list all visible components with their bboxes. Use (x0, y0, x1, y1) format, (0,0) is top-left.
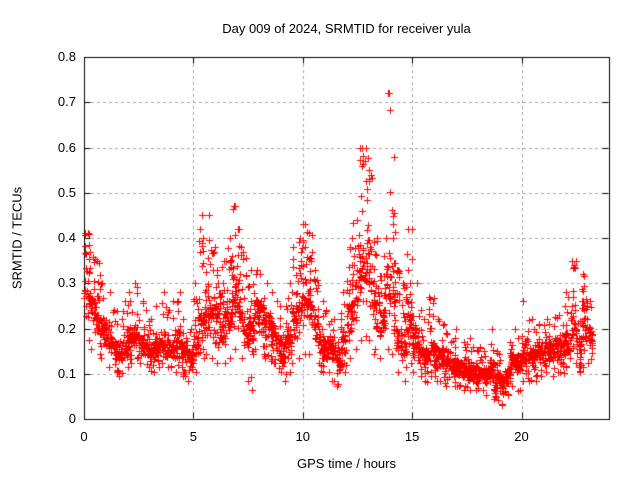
y-tick-label: 0 (68, 411, 76, 426)
x-tick-label: 10 (295, 429, 310, 444)
x-axis-label: GPS time / hours (297, 456, 396, 471)
y-tick-label: 0.4 (57, 230, 76, 245)
x-tick-label: 5 (189, 429, 197, 444)
y-tick-label: 0.7 (57, 94, 76, 110)
y-tick-label: 0.3 (57, 275, 76, 291)
y-tick-label: 0.5 (57, 184, 76, 200)
chart-title: Day 009 of 2024, SRMTID for receiver yul… (222, 21, 471, 36)
y-tick-label: 0.2 (57, 320, 76, 336)
y-tick-label: 0.6 (57, 139, 76, 155)
y-tick-label: 0.1 (57, 365, 76, 381)
x-tick-label: 20 (514, 429, 529, 444)
y-tick-label: 0.8 (57, 49, 76, 64)
x-tick-label: 15 (404, 429, 420, 444)
x-tick-label: 0 (80, 429, 88, 444)
